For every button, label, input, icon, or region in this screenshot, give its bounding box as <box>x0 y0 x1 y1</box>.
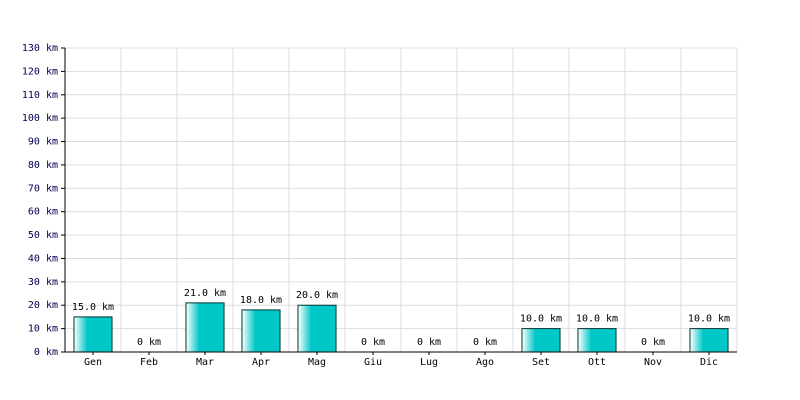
y-tick-label: 40 km <box>28 253 58 264</box>
y-tick-label: 20 km <box>28 300 58 311</box>
y-tick-label: 30 km <box>28 277 58 288</box>
y-tick-label: 0 km <box>34 347 58 358</box>
x-tick-label: Set <box>532 357 550 368</box>
x-tick-label: Dic <box>700 357 718 368</box>
value-label: 20.0 km <box>296 290 338 301</box>
x-tick-label: Nov <box>644 357 662 368</box>
x-tick-label: Ott <box>588 357 606 368</box>
value-label: 0 km <box>417 337 441 348</box>
y-tick-label: 50 km <box>28 230 58 241</box>
value-label: 0 km <box>641 337 665 348</box>
x-tick-label: Ago <box>476 357 494 368</box>
y-tick-label: 80 km <box>28 160 58 171</box>
bar <box>689 328 729 353</box>
y-tick-label: 90 km <box>28 137 58 148</box>
value-label: 18.0 km <box>240 295 282 306</box>
value-label: 15.0 km <box>72 302 114 313</box>
x-tick-label: Feb <box>140 357 158 368</box>
value-label: 0 km <box>473 337 497 348</box>
value-label: 10.0 km <box>576 314 618 325</box>
x-tick-label: Mar <box>196 357 214 368</box>
x-tick-label: Mag <box>308 357 326 368</box>
y-tick-label: 60 km <box>28 207 58 218</box>
value-label: 10.0 km <box>688 314 730 325</box>
x-tick-label: Lug <box>420 357 438 368</box>
x-tick-label: Apr <box>252 357 270 368</box>
y-tick-label: 120 km <box>22 66 58 77</box>
y-tick-label: 100 km <box>22 113 58 124</box>
bar <box>241 309 281 353</box>
x-tick-label: Gen <box>84 357 102 368</box>
value-label: 0 km <box>361 337 385 348</box>
bar <box>521 328 561 353</box>
value-label: 0 km <box>137 337 161 348</box>
y-tick-label: 10 km <box>28 324 58 335</box>
bar <box>297 304 337 353</box>
bar <box>577 328 617 353</box>
y-tick-label: 110 km <box>22 90 58 101</box>
bar <box>185 302 225 353</box>
x-tick-label: Giu <box>364 357 382 368</box>
value-label: 10.0 km <box>520 314 562 325</box>
value-label: 21.0 km <box>184 288 226 299</box>
bar <box>73 316 113 353</box>
y-tick-label: 130 km <box>22 43 58 54</box>
y-tick-label: 70 km <box>28 183 58 194</box>
